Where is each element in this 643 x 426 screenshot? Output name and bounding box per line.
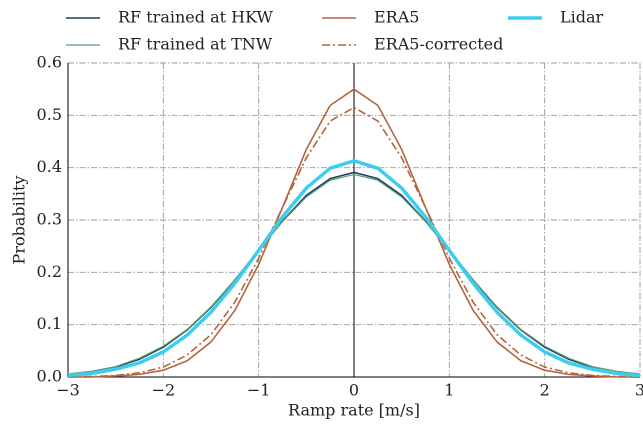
x-tick-label: 3 [635,381,643,400]
y-tick-label: 0.2 [37,262,62,281]
y-tick-label: 0.0 [37,367,62,386]
legend-label: ERA5-corrected [374,35,503,54]
y-tick-label: 0.1 [37,314,62,333]
y-tick-label: 0.3 [37,210,62,229]
legend-label: ERA5 [374,8,419,27]
legend-label: RF trained at TNW [118,35,273,54]
x-tick-label: 1 [444,381,454,400]
y-tick-label: 0.4 [37,157,62,176]
legend-label: Lidar [560,8,604,27]
y-axis-label: Probability [10,176,29,265]
x-tick-label: 0 [349,381,359,400]
x-axis-label: Ramp rate [m/s] [288,401,420,420]
x-tick-label: −2 [152,381,176,400]
series-line [67,106,641,378]
series-line [67,171,641,376]
series-line [67,159,641,378]
x-tick-label: −1 [247,381,271,400]
legend-label: RF trained at HKW [118,8,273,27]
series-line [68,88,640,378]
x-tick-label: −3 [56,381,80,400]
y-tick-label: 0.5 [37,105,62,124]
series-line [67,173,641,375]
x-tick-label: 2 [540,381,550,400]
y-tick-label: 0.6 [37,53,62,72]
